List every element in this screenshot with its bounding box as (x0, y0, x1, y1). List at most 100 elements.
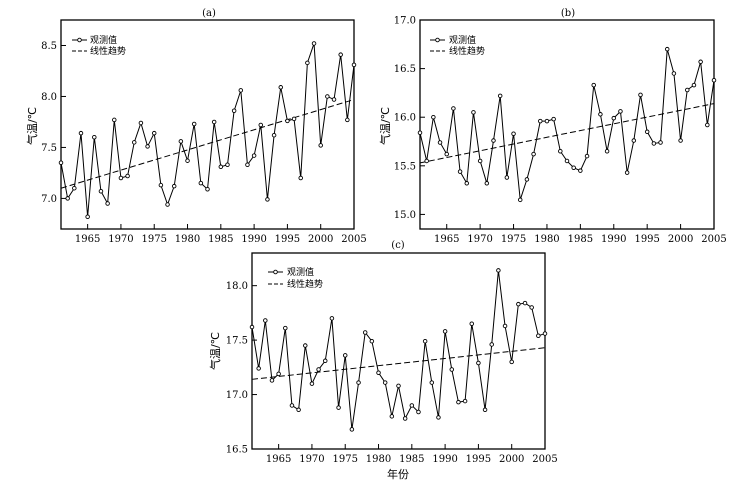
data-point (342, 353, 348, 358)
data-point (691, 82, 697, 88)
legend-trend-label: 线性趋势 (449, 45, 485, 57)
data-point (442, 329, 448, 334)
chart-panel-c: (c) 气温/℃ 年份 观测值 线性趋势 1965 1970 1975 1980 198… (208, 240, 558, 481)
data-point (678, 138, 683, 143)
x-tick-label: 1980 (366, 454, 391, 465)
plot-area: 1965 1970 1975 1980 1985 1990 1995 2000 2005 16.5… (226, 268, 558, 465)
data-point (436, 415, 441, 420)
x-tick-label: 1980 (175, 234, 200, 245)
data-point (85, 214, 90, 220)
data-point (449, 367, 455, 372)
data-point (504, 175, 510, 180)
data-point (269, 378, 275, 383)
data-point (205, 186, 210, 192)
data-point (644, 129, 650, 135)
data-point (422, 338, 428, 344)
data-point (477, 158, 483, 164)
data-point (598, 112, 603, 117)
data-point (291, 116, 297, 122)
legend: 观测值 线性趋势 (72, 34, 126, 57)
data-point (276, 371, 281, 377)
data-point (118, 175, 124, 181)
x-tick-label: 1970 (108, 234, 133, 245)
data-point (356, 380, 361, 385)
data-point (424, 158, 429, 164)
data-point (369, 338, 375, 344)
data-point (298, 175, 303, 181)
legend-observed-label: 观测值 (449, 34, 476, 46)
x-tick-label: 2005 (532, 454, 557, 465)
y-axis-label: 气温/℃ (208, 332, 222, 370)
data-point (496, 268, 501, 273)
data-point (531, 151, 536, 157)
observed-series-line (251, 270, 546, 430)
data-point (336, 405, 341, 410)
data-point (584, 153, 590, 159)
data-point (362, 330, 368, 335)
data-point (502, 323, 508, 329)
data-point (158, 182, 164, 188)
data-point (389, 414, 395, 419)
data-point (624, 170, 630, 175)
x-tick-label: 1995 (275, 234, 300, 245)
legend-observed-marker (77, 37, 82, 43)
data-point (511, 131, 516, 136)
data-point (544, 118, 550, 124)
data-point (542, 331, 548, 336)
x-tick-label: 1995 (466, 454, 491, 465)
data-point (258, 122, 264, 128)
chart-title: (a) (202, 8, 216, 19)
plot-frame (60, 19, 355, 230)
data-point (664, 46, 670, 52)
observed-series-line (419, 49, 715, 200)
data-point (558, 148, 563, 154)
data-point (325, 94, 330, 99)
data-point (125, 173, 130, 179)
data-point (464, 181, 470, 186)
data-point (618, 109, 623, 114)
data-point (516, 301, 521, 307)
data-point (509, 359, 514, 365)
data-point (285, 118, 290, 124)
x-tick-label: 1965 (75, 234, 100, 245)
data-point (305, 60, 310, 66)
x-tick-label: 1985 (568, 234, 593, 245)
x-tick-label: 1970 (299, 454, 324, 465)
y-tick-label: 16.0 (394, 113, 416, 124)
data-point (98, 189, 104, 194)
x-tick-label: 2000 (499, 454, 524, 465)
data-point (578, 168, 583, 173)
legend-trend-label: 线性趋势 (287, 278, 323, 290)
data-point (611, 115, 617, 121)
data-point (318, 143, 323, 148)
data-point (112, 117, 117, 123)
x-tick-label: 1990 (241, 234, 266, 245)
data-point (456, 399, 461, 405)
data-point (711, 78, 717, 83)
data-point (469, 321, 475, 327)
data-point (198, 180, 204, 186)
data-point (351, 62, 357, 68)
data-point (671, 71, 677, 76)
data-point (58, 160, 64, 165)
legend: 观测值 线性趋势 (268, 266, 323, 290)
chart-title: (b) (561, 8, 575, 19)
data-point (345, 117, 350, 123)
data-point (482, 407, 488, 413)
y-tick-label: 16.5 (394, 64, 416, 75)
data-point (316, 367, 321, 372)
data-point (476, 360, 481, 366)
x-tick-label: 1970 (467, 234, 492, 245)
data-point (396, 383, 401, 389)
x-tick-label: 1975 (501, 234, 526, 245)
data-point (218, 164, 224, 170)
data-point (471, 110, 476, 115)
data-point (249, 324, 255, 330)
x-tick-label: 1965 (434, 234, 459, 245)
legend-observed-label: 观测值 (90, 34, 117, 46)
data-point (604, 148, 610, 154)
y-axis-label: 气温/℃ (378, 107, 392, 145)
data-point (571, 165, 576, 171)
x-tick-label: 1965 (266, 454, 291, 465)
data-point (165, 202, 170, 207)
